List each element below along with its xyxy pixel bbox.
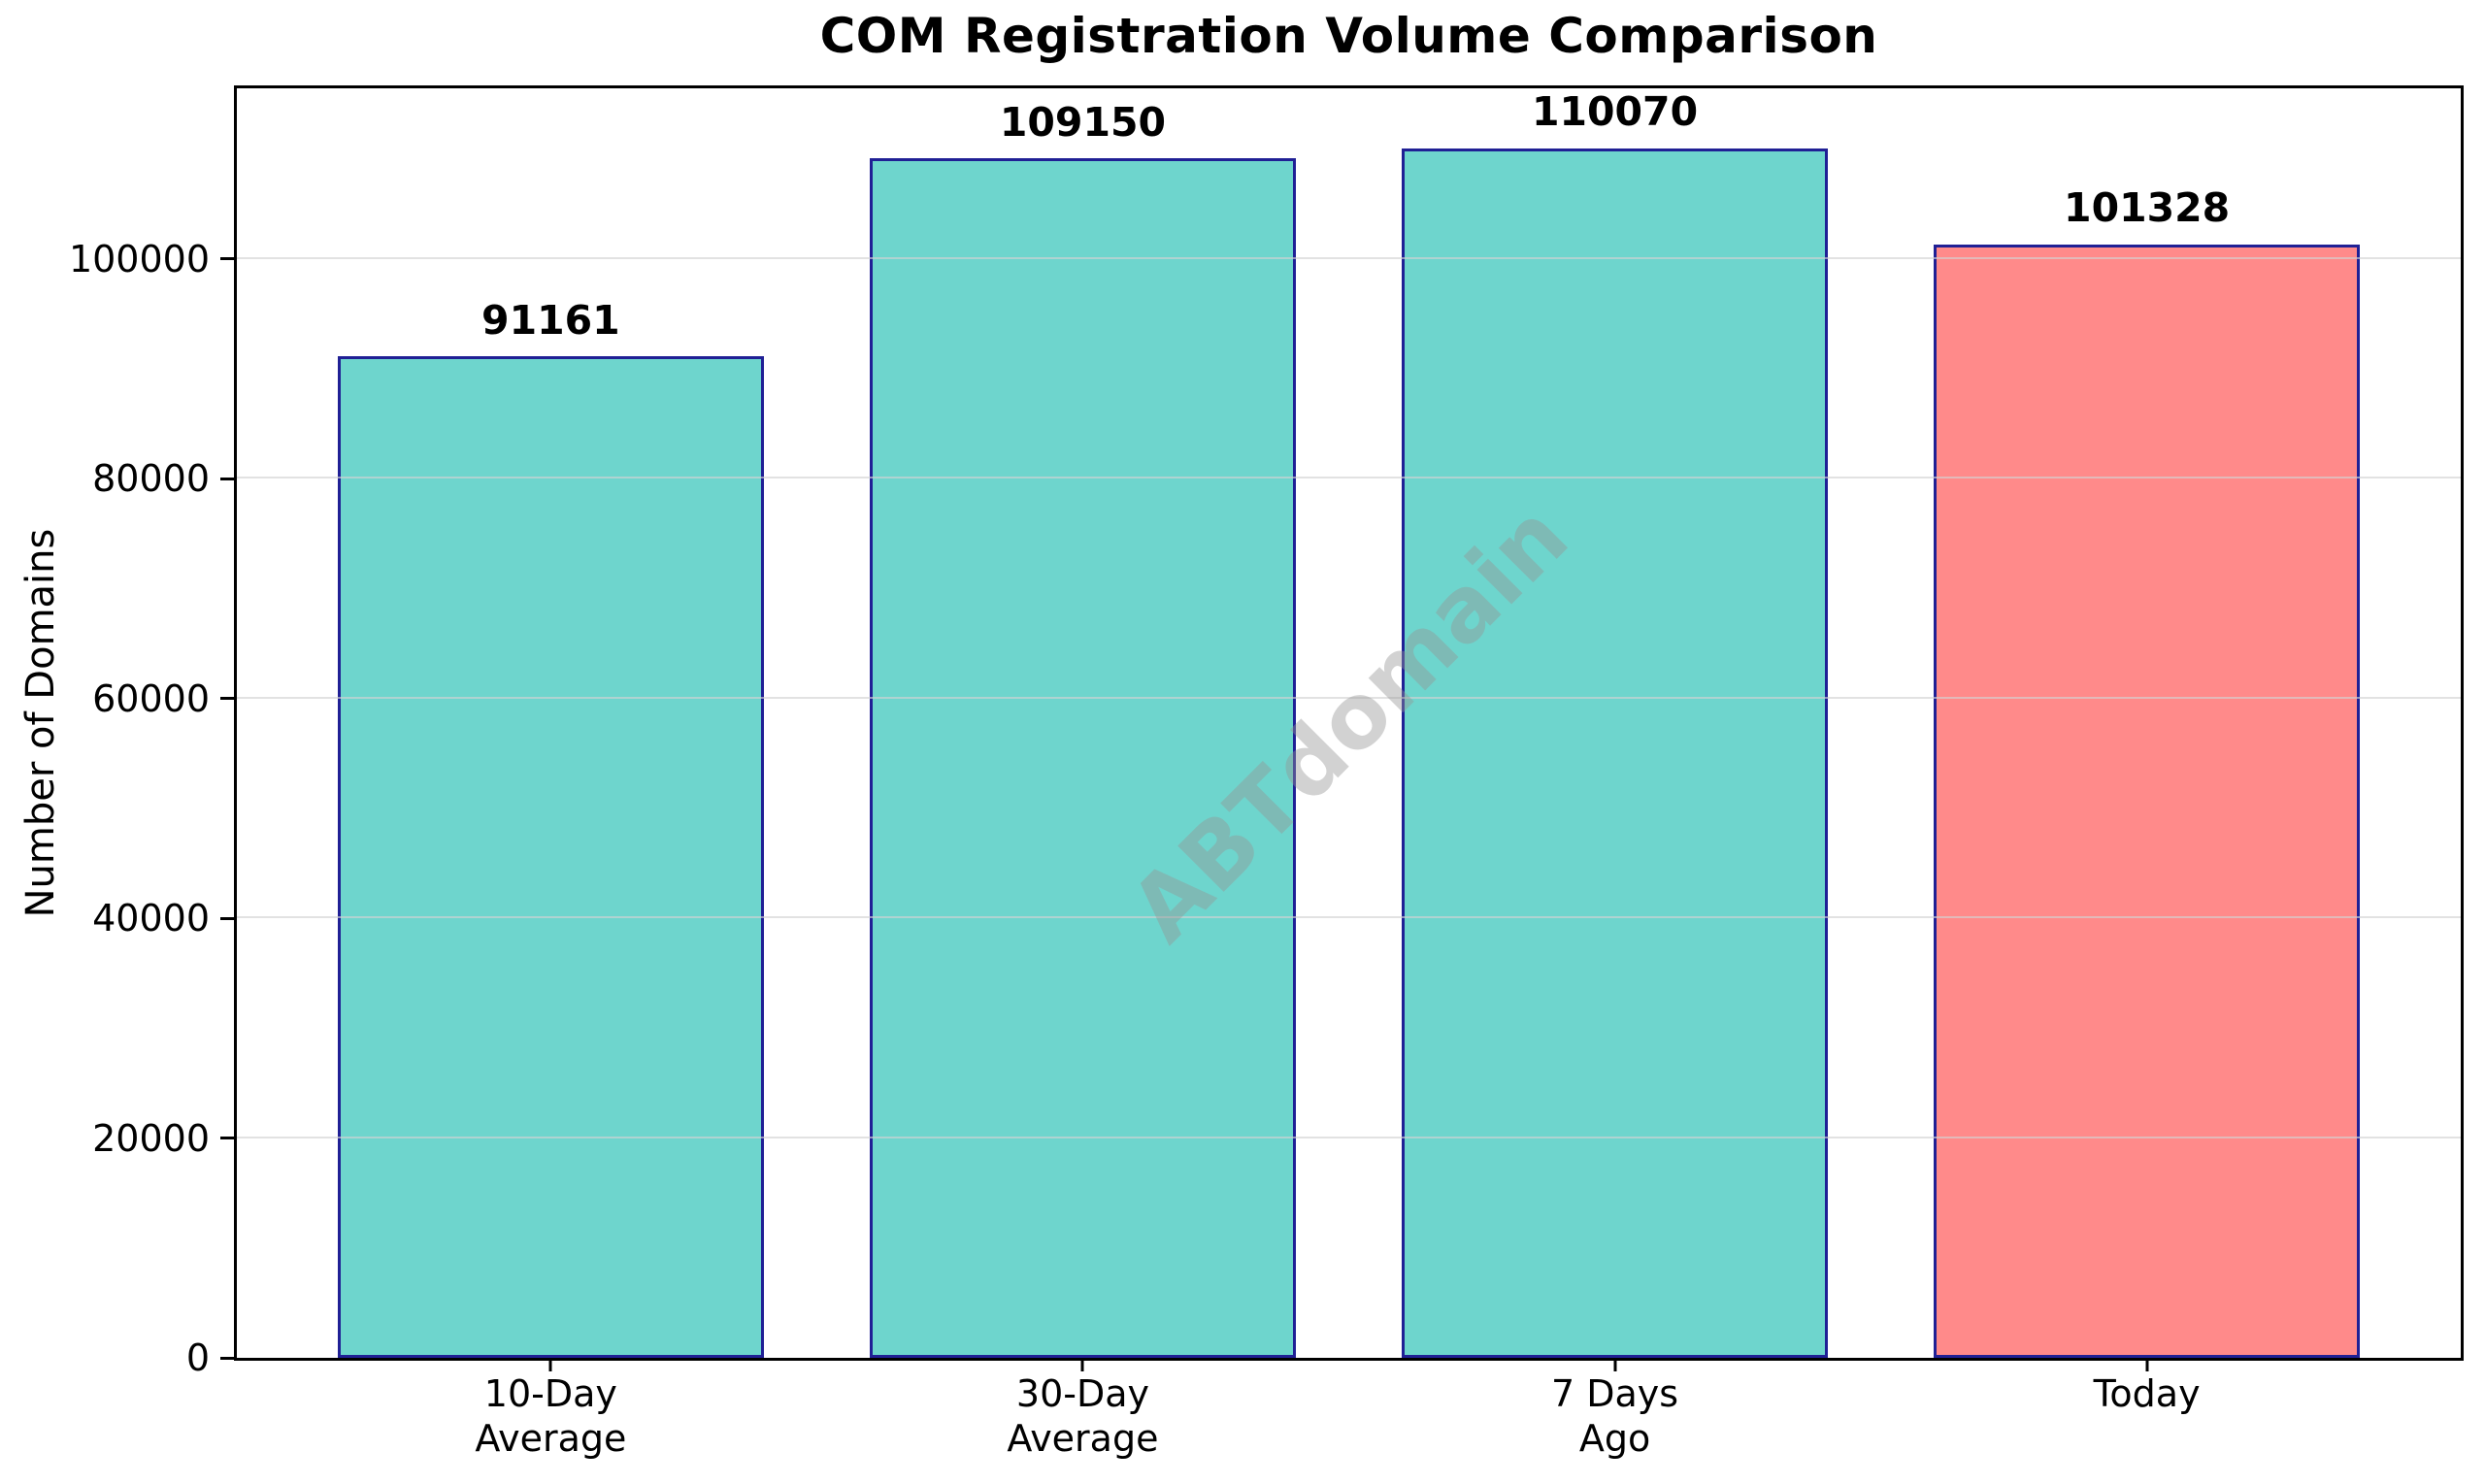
- y-tick-mark: [220, 697, 234, 701]
- gridline-y-80000: [237, 477, 2461, 479]
- y-tick-label: 100000: [68, 237, 210, 280]
- x-tick-label: 10-Day Average: [308, 1371, 793, 1461]
- x-tick-label: 30-Day Average: [840, 1371, 1325, 1461]
- x-tick-label: 7 Days Ago: [1373, 1371, 1858, 1461]
- x-tick-mark: [2145, 1358, 2149, 1371]
- bar-value-label: 109150: [999, 98, 1167, 146]
- y-tick-mark: [220, 477, 234, 480]
- bar-7-days-ago: [1402, 148, 1828, 1358]
- chart-title: COM Registration Volume Comparison: [819, 8, 1878, 64]
- y-tick-mark: [220, 1137, 234, 1139]
- bar-value-label: 91161: [481, 296, 620, 344]
- y-tick-label: 80000: [92, 457, 210, 501]
- bar-value-label: 110070: [1531, 88, 1699, 136]
- y-tick-mark: [220, 916, 234, 920]
- x-tick-label-line: Average: [475, 1417, 627, 1460]
- x-tick-mark: [548, 1358, 552, 1371]
- plot-area: 91161 109150 110070 101328 ABTdomain: [234, 85, 2464, 1361]
- x-tick-label-line: 30-Day: [1015, 1372, 1149, 1415]
- x-tick-label-line: Today: [2093, 1372, 2201, 1415]
- x-tick-mark: [1613, 1358, 1617, 1371]
- bar-value-label: 101328: [2064, 184, 2231, 232]
- y-tick-label: 0: [185, 1336, 210, 1379]
- y-tick-mark: [220, 1356, 234, 1360]
- x-tick-mark: [1080, 1358, 1084, 1371]
- y-tick-label: 60000: [92, 676, 210, 720]
- gridline-y-20000: [237, 1136, 2461, 1138]
- x-tick-label-line: 7 Days: [1550, 1372, 1679, 1415]
- y-tick-mark: [220, 257, 234, 261]
- bar-30-day-average: [870, 157, 1296, 1358]
- x-tick-label-line: Average: [1007, 1417, 1159, 1460]
- gridline-y-60000: [237, 696, 2461, 699]
- x-tick-label-line: Ago: [1578, 1417, 1651, 1460]
- x-tick-label-line: 10-Day: [483, 1372, 617, 1415]
- bar-today: [1934, 244, 2360, 1358]
- gridline-y-100000: [237, 256, 2461, 259]
- y-axis-label: Number of Domains: [18, 528, 63, 918]
- y-tick-label: 40000: [92, 897, 210, 940]
- y-tick-label: 20000: [92, 1116, 210, 1160]
- gridline-y-40000: [237, 916, 2461, 919]
- x-tick-label: Today: [1905, 1371, 2390, 1416]
- bar-10-day-average: [338, 355, 764, 1358]
